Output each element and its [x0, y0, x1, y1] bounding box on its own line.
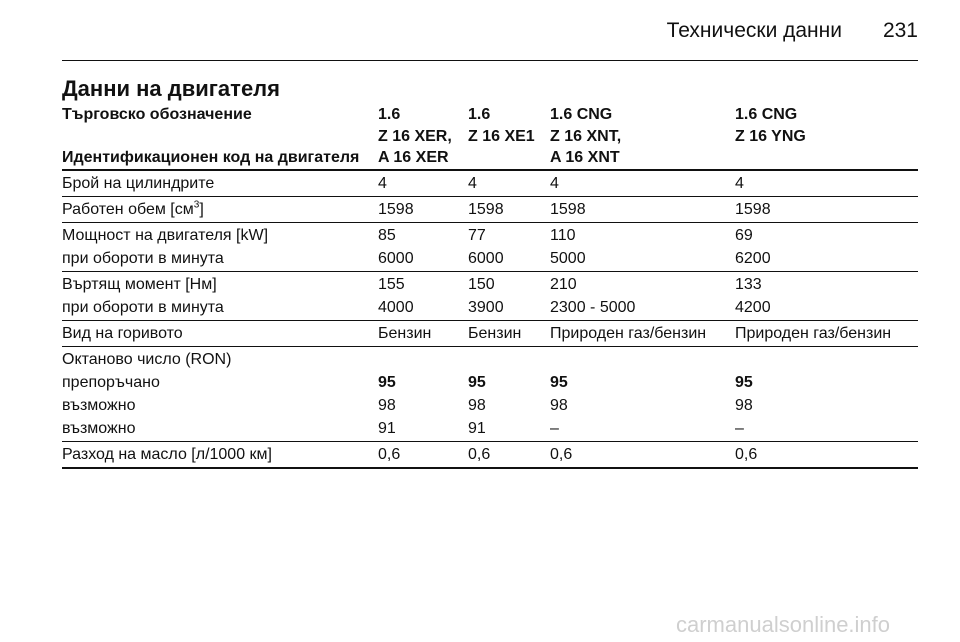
cell: 3900 — [468, 299, 504, 316]
column-header: Z 16 XNT, — [550, 128, 622, 145]
section-title: Данни на двигателя — [62, 76, 280, 101]
cell: 69 — [735, 227, 753, 244]
row-label: възможно — [62, 420, 136, 437]
cell: 4000 — [378, 299, 414, 316]
row-label: Въртящ момент [Нм] — [62, 276, 217, 293]
cell: 1598 — [735, 201, 771, 218]
row-rule — [62, 467, 918, 469]
column-header: 1.6 CNG — [735, 106, 798, 123]
cell: 4200 — [735, 299, 771, 316]
cell: 6200 — [735, 250, 771, 267]
cell: 6000 — [468, 250, 504, 267]
cell: 95 — [550, 374, 568, 391]
cell: 5000 — [550, 250, 586, 267]
cell: 4 — [735, 175, 744, 192]
cell: Бензин — [468, 325, 522, 342]
cell: Природен газ/бензин — [550, 325, 707, 342]
cell: 91 — [378, 420, 396, 437]
cell: 6000 — [378, 250, 414, 267]
label-top: Търговско обозначение — [62, 106, 252, 123]
row-rule — [62, 271, 918, 272]
row-label: възможно — [62, 397, 136, 414]
cell: 77 — [468, 227, 486, 244]
cell: 98 — [735, 397, 753, 414]
column-header: 1.6 — [468, 106, 491, 123]
table-rule — [62, 169, 918, 171]
label-tail: ] — [199, 201, 204, 218]
row-rule — [62, 196, 918, 197]
column-header: Z 16 XE1 — [468, 128, 535, 145]
column-header: A 16 XNT — [550, 149, 620, 166]
cell: 4 — [378, 175, 387, 192]
cell: 4 — [468, 175, 477, 192]
label-bottom: Идентификационен код на двигателя — [62, 149, 360, 166]
cell: 98 — [550, 397, 568, 414]
cell: 85 — [378, 227, 396, 244]
cell: 1598 — [550, 201, 586, 218]
cell: 98 — [378, 397, 396, 414]
cell: 2300 - 5000 — [550, 299, 636, 316]
cell: 0,6 — [550, 446, 573, 463]
row-label: при обороти в минута — [62, 250, 224, 267]
cell: 1598 — [468, 201, 504, 218]
cell: 98 — [468, 397, 486, 414]
cell: Бензин — [378, 325, 432, 342]
cell: Природен газ/бензин — [735, 325, 892, 342]
cell: 110 — [550, 227, 576, 244]
column-header: A 16 XER — [378, 149, 449, 166]
cell: 133 — [735, 276, 762, 293]
row-rule — [62, 320, 918, 321]
row-label: Октаново число (RON) — [62, 351, 232, 368]
row-label: Мощност на двигателя [kW] — [62, 227, 269, 244]
cell: 0,6 — [735, 446, 758, 463]
cell: – — [550, 420, 559, 437]
column-header: Z 16 YNG — [735, 128, 806, 145]
row-rule — [62, 346, 918, 347]
cell: 0,6 — [468, 446, 491, 463]
row-rule — [62, 441, 918, 442]
superscript: 3 — [193, 199, 200, 211]
column-header: Z 16 XER, — [378, 128, 452, 145]
row-label: при обороти в минута — [62, 299, 224, 316]
cell: 210 — [550, 276, 577, 293]
cell: 1598 — [378, 201, 414, 218]
page-number: 231 — [882, 19, 918, 42]
cell: 95 — [468, 374, 486, 391]
header-title: Технически данни — [666, 19, 842, 42]
cell: 4 — [550, 175, 559, 192]
row-label: Брой на цилиндрите — [62, 175, 215, 192]
row-label: препоръчано — [62, 374, 160, 391]
cell: 95 — [735, 374, 753, 391]
cell: 150 — [468, 276, 495, 293]
cell: 0,6 — [378, 446, 401, 463]
header-rule — [62, 60, 918, 61]
cell: – — [735, 420, 744, 437]
cell: 91 — [468, 420, 486, 437]
cell: 155 — [378, 276, 405, 293]
watermark: carmanualsonline.info — [676, 612, 891, 637]
column-header: 1.6 — [378, 106, 401, 123]
column-header: 1.6 CNG — [550, 106, 613, 123]
row-label: Разход на масло [л/1000 км] — [62, 446, 272, 463]
row-label: Работен обем [см3] — [62, 199, 204, 218]
row-label: Вид на горивото — [62, 325, 183, 342]
row-rule — [62, 222, 918, 223]
cell: 95 — [378, 374, 396, 391]
